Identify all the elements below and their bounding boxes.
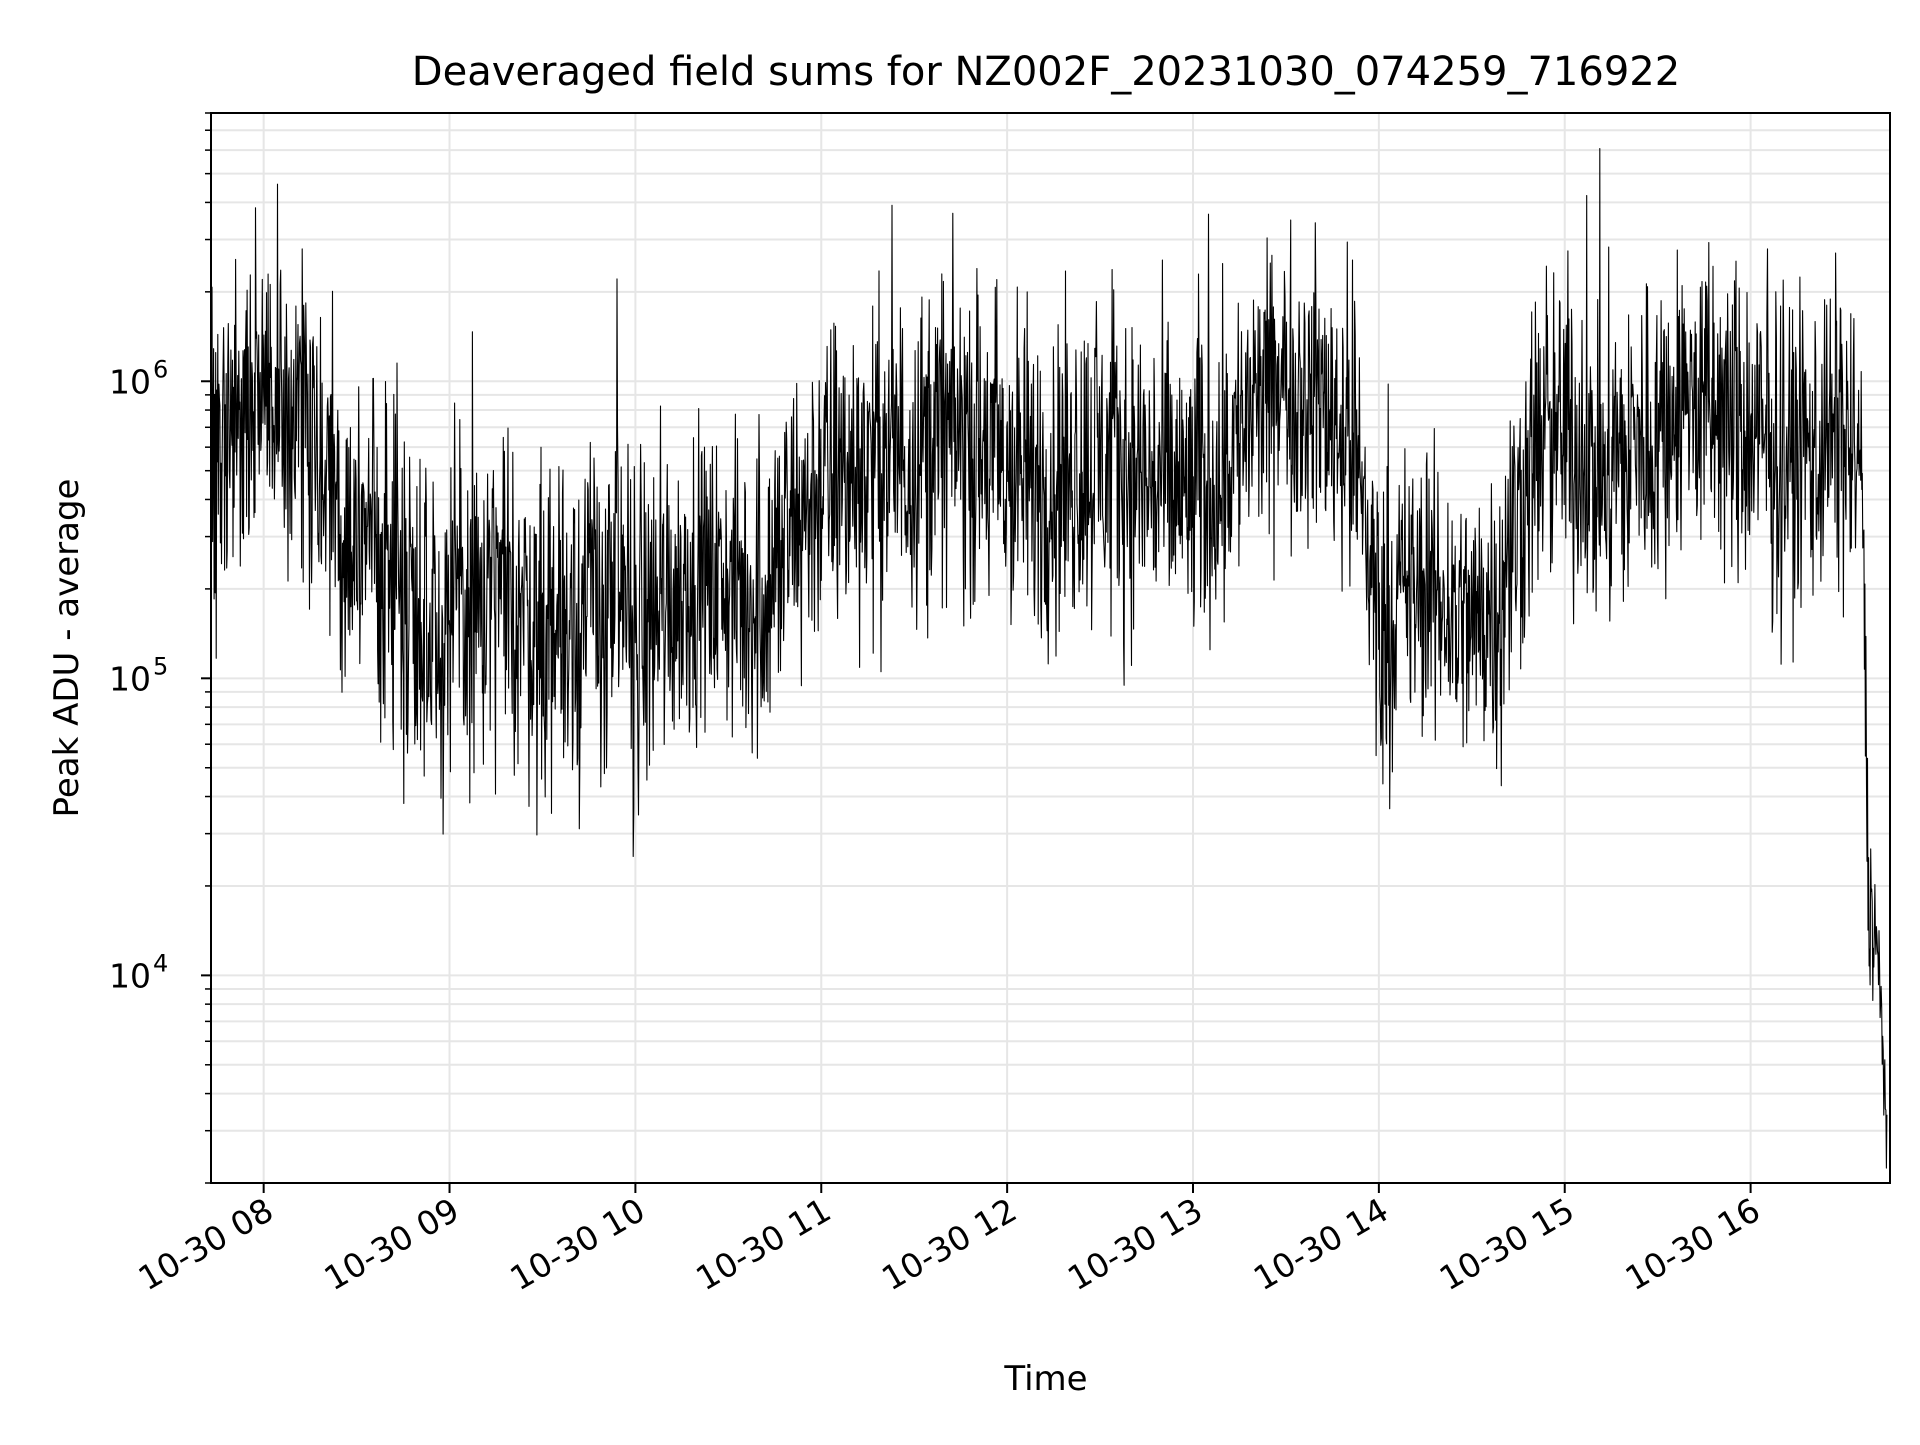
y-tick-label: 10 (109, 956, 151, 995)
y-tick-base: 10 (109, 659, 151, 698)
x-axis-label: Time (1003, 1359, 1087, 1399)
series-layer (210, 148, 1888, 1169)
plot-frame (210, 112, 1891, 1184)
series-line (210, 148, 1888, 1169)
chart-title: Deaveraged field sums for NZ002F_2023103… (412, 49, 1680, 95)
y-tick-base: 10 (109, 956, 151, 995)
y-tick-exponent: 6 (153, 355, 168, 383)
y-tick-label: 10 (109, 362, 151, 401)
y-tick-base: 10 (109, 362, 151, 401)
y-tick-exponent: 5 (153, 652, 168, 680)
y-axis-label: Peak ADU - average (47, 479, 87, 818)
y-tick-exponent: 4 (153, 949, 168, 977)
y-tick-label: 10 (109, 659, 151, 698)
